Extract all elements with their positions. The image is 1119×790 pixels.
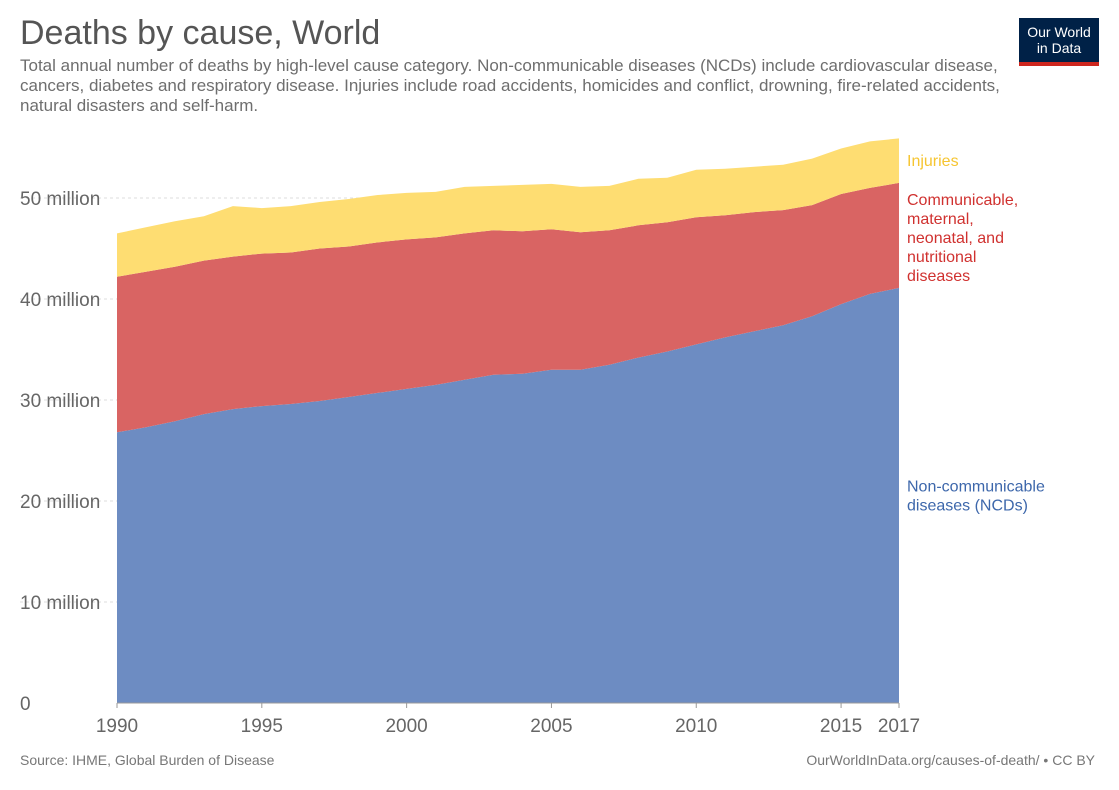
x-tick-label: 1990 xyxy=(96,716,138,737)
y-tick-label: 20 million xyxy=(20,492,100,513)
series-label-0: Non-communicable diseases (NCDs) xyxy=(907,479,1045,515)
series-label-line: diseases xyxy=(907,268,970,285)
areas xyxy=(117,138,899,703)
area-series-2[interactable] xyxy=(117,138,899,277)
owid-logo[interactable]: Our World in Data xyxy=(1019,18,1099,66)
y-tick-label: 10 million xyxy=(20,593,100,614)
x-tick-label: 1995 xyxy=(241,716,283,737)
series-label-2: Injuries xyxy=(907,153,959,170)
area-series-1[interactable] xyxy=(117,182,899,433)
series-label-line: diseases (NCDs) xyxy=(907,498,1028,515)
series-label-line: Communicable, xyxy=(907,192,1018,209)
y-tick-label: 40 million xyxy=(20,290,100,311)
logo-line-1: Our World xyxy=(1027,24,1091,40)
x-tick-label: 2015 xyxy=(820,716,862,737)
source-url[interactable]: OurWorldInData.org/causes-of-death/ • CC… xyxy=(806,752,1095,768)
x-tick-label: 2000 xyxy=(385,716,427,737)
logo-line-2: in Data xyxy=(1036,40,1082,56)
series-label-line: maternal, xyxy=(907,211,974,228)
source-note: Source: IHME, Global Burden of Disease xyxy=(20,752,275,768)
series-label-1: Communicable, maternal, neonatal, and nutri… xyxy=(907,192,1018,285)
area-series-0[interactable] xyxy=(117,287,899,703)
y-tick-label: 50 million xyxy=(20,189,100,210)
series-label-line: Injuries xyxy=(907,153,959,170)
y-tick-label: 0 xyxy=(20,694,31,715)
x-tick-label: 2010 xyxy=(675,716,717,737)
series-label-line: neonatal, and xyxy=(907,230,1004,247)
series-labels: Non-communicable diseases (NCDs) Communica… xyxy=(907,153,1045,515)
x-tick-label: 2017 xyxy=(878,716,920,737)
chart-subtitle: Total annual number of deaths by high-le… xyxy=(20,56,1000,115)
x-tick-label: 2005 xyxy=(530,716,572,737)
axes: 0 10 million 20 million 30 million 40 millio… xyxy=(20,189,920,737)
series-label-line: nutritional xyxy=(907,249,976,266)
series-label-line: Non-communicable xyxy=(907,479,1045,496)
chart-title: Deaths by cause, World xyxy=(20,14,381,52)
y-tick-label: 30 million xyxy=(20,391,100,412)
